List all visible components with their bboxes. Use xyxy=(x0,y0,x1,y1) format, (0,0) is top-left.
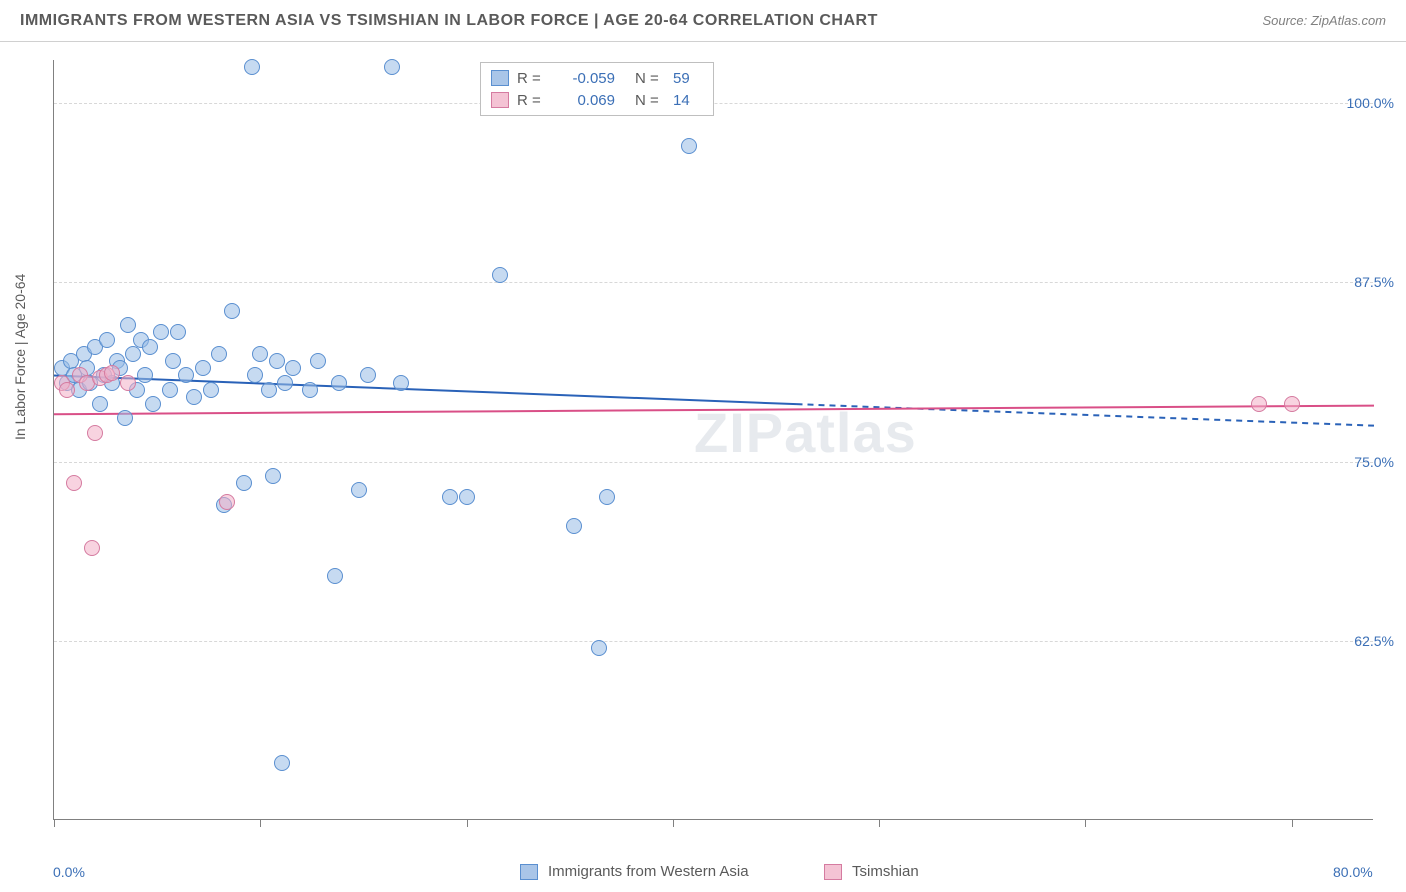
point-series-a xyxy=(186,389,202,405)
chart-source: Source: ZipAtlas.com xyxy=(1262,13,1386,28)
point-series-a xyxy=(117,410,133,426)
legend-bottom-item: Tsimshian xyxy=(824,863,919,880)
point-series-b xyxy=(66,475,82,491)
point-series-a xyxy=(244,59,260,75)
point-series-a xyxy=(203,382,219,398)
point-series-a xyxy=(195,360,211,376)
point-series-a xyxy=(331,375,347,391)
trend-line-solid xyxy=(54,406,1374,415)
point-series-a xyxy=(211,346,227,362)
legend-swatch xyxy=(520,864,538,880)
point-series-a xyxy=(327,568,343,584)
legend-top-row: R = -0.059 N = 59 xyxy=(491,67,703,89)
point-series-a xyxy=(252,346,268,362)
point-series-a xyxy=(247,367,263,383)
point-series-a xyxy=(261,382,277,398)
point-series-b xyxy=(120,375,136,391)
point-series-a xyxy=(137,367,153,383)
point-series-a xyxy=(393,375,409,391)
point-series-a xyxy=(566,518,582,534)
x-tick-label: 80.0% xyxy=(1333,864,1373,880)
point-series-a xyxy=(681,138,697,154)
legend-n-label: N = xyxy=(635,70,665,87)
point-series-a xyxy=(599,489,615,505)
chart-header: IMMIGRANTS FROM WESTERN ASIA VS TSIMSHIA… xyxy=(0,0,1406,42)
point-series-a xyxy=(120,317,136,333)
x-tick xyxy=(879,819,880,827)
point-series-a xyxy=(162,382,178,398)
point-series-a xyxy=(310,353,326,369)
point-series-a xyxy=(274,755,290,771)
point-series-b xyxy=(59,382,75,398)
point-series-a xyxy=(442,489,458,505)
point-series-a xyxy=(153,324,169,340)
legend-swatch xyxy=(491,92,509,108)
point-series-a xyxy=(302,382,318,398)
point-series-a xyxy=(125,346,141,362)
gridline-h xyxy=(54,641,1373,642)
point-series-a xyxy=(142,339,158,355)
legend-bottom-label: Immigrants from Western Asia xyxy=(548,863,749,880)
point-series-a xyxy=(384,59,400,75)
legend-r-value: 0.069 xyxy=(555,92,615,109)
point-series-a xyxy=(492,267,508,283)
point-series-b xyxy=(219,494,235,510)
gridline-h xyxy=(54,282,1373,283)
x-tick xyxy=(1085,819,1086,827)
legend-n-value: 59 xyxy=(673,70,703,87)
y-tick-label: 75.0% xyxy=(1354,454,1394,470)
y-tick-label: 62.5% xyxy=(1354,633,1394,649)
legend-r-label: R = xyxy=(517,92,547,109)
point-series-b xyxy=(84,540,100,556)
point-series-a xyxy=(360,367,376,383)
plot-area: ZIPatlas xyxy=(53,60,1373,820)
x-tick-label: 0.0% xyxy=(53,864,85,880)
y-tick-label: 87.5% xyxy=(1354,274,1394,290)
x-tick xyxy=(467,819,468,827)
point-series-a xyxy=(165,353,181,369)
legend-bottom-item: Immigrants from Western Asia xyxy=(520,863,749,880)
gridline-h xyxy=(54,462,1373,463)
point-series-a xyxy=(170,324,186,340)
y-tick-label: 100.0% xyxy=(1347,95,1394,111)
chart-title: IMMIGRANTS FROM WESTERN ASIA VS TSIMSHIA… xyxy=(20,12,878,30)
point-series-a xyxy=(236,475,252,491)
y-axis-label: In Labor Force | Age 20-64 xyxy=(12,274,28,440)
x-tick xyxy=(260,819,261,827)
legend-r-value: -0.059 xyxy=(555,70,615,87)
legend-swatch xyxy=(491,70,509,86)
x-tick xyxy=(54,819,55,827)
point-series-a xyxy=(269,353,285,369)
point-series-a xyxy=(92,396,108,412)
legend-n-label: N = xyxy=(635,92,665,109)
point-series-a xyxy=(591,640,607,656)
correlation-legend: R = -0.059 N = 59 R = 0.069 N = 14 xyxy=(480,62,714,116)
x-tick xyxy=(1292,819,1293,827)
point-series-a xyxy=(99,332,115,348)
point-series-a xyxy=(145,396,161,412)
point-series-b xyxy=(1284,396,1300,412)
legend-bottom-label: Tsimshian xyxy=(852,863,919,880)
legend-n-value: 14 xyxy=(673,92,703,109)
point-series-a xyxy=(265,468,281,484)
point-series-b xyxy=(87,425,103,441)
legend-top-row: R = 0.069 N = 14 xyxy=(491,89,703,111)
point-series-a xyxy=(285,360,301,376)
point-series-a xyxy=(277,375,293,391)
trend-lines xyxy=(54,60,1373,819)
point-series-b xyxy=(104,365,120,381)
point-series-a xyxy=(178,367,194,383)
point-series-a xyxy=(224,303,240,319)
point-series-a xyxy=(351,482,367,498)
legend-swatch xyxy=(824,864,842,880)
point-series-a xyxy=(459,489,475,505)
point-series-b xyxy=(1251,396,1267,412)
x-tick xyxy=(673,819,674,827)
legend-r-label: R = xyxy=(517,70,547,87)
